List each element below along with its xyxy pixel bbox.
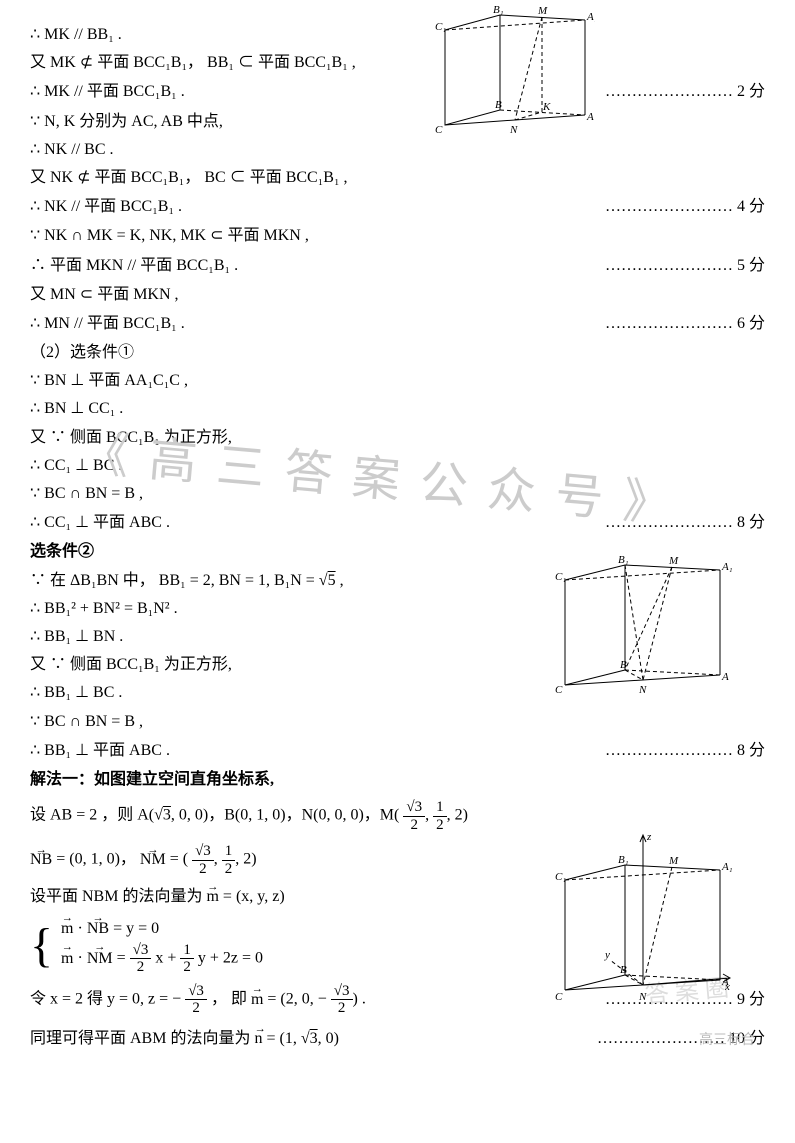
- score-mark: …………………… 8 分: [595, 737, 765, 764]
- step-line: ∴ 平面 MKN // 平面 BCC₁B₁ .: [30, 252, 238, 279]
- score-mark: …………………… 2 分: [595, 78, 765, 105]
- method-heading: 解法一：如图建立空间直角坐标系,: [30, 766, 765, 793]
- score-mark: …………………… 4 分: [595, 193, 765, 220]
- fig1-C1: C₁: [435, 21, 446, 33]
- fig3-M: M: [668, 855, 679, 867]
- fig1-N: N: [509, 124, 518, 136]
- step-line: ∵ BC ∩ BN = B ,: [30, 708, 765, 735]
- fig2-C1: C₁: [555, 571, 566, 583]
- fig1-A: A: [586, 111, 594, 123]
- fig1-B1: B₁: [493, 5, 504, 16]
- step-line: ∴ CC₁ ⊥ BC .: [30, 452, 765, 479]
- fig2-N: N: [638, 684, 647, 696]
- step-line: ∴ BB₁ ⊥ 平面 ABC .: [30, 737, 170, 764]
- fig3-A1: A₁: [721, 861, 733, 873]
- fig1-A1: A₁: [586, 11, 595, 23]
- fig2-B: B: [620, 659, 627, 671]
- fig3-z: z: [646, 831, 652, 843]
- step-line: 又 MK ⊄ 平面 BCC₁B₁， BB₁ ⊂ 平面 BCC₁B₁ ,: [30, 49, 765, 76]
- fig3-B: B: [620, 964, 627, 976]
- fig1-K: K: [542, 101, 551, 113]
- step-line: ∴ NK // BC .: [30, 136, 765, 163]
- fig2-M: M: [668, 555, 679, 567]
- fig3-y: y: [604, 949, 610, 961]
- step-line: ∴ BN ⊥ CC₁ .: [30, 395, 765, 422]
- figure-prism-3: C₁ B₁ A₁ M C B A N z x y: [555, 830, 735, 1010]
- condition-heading: （2）选条件①: [30, 339, 765, 366]
- step-line: ∴ MK // BB₁ .: [30, 21, 765, 48]
- step-line: ∴ NK // 平面 BCC₁B₁ .: [30, 193, 182, 220]
- step-line: 令 x = 2 得 y = 0, z = − √32 ， 即 m = (2, 0…: [30, 983, 366, 1017]
- fig2-A1: A₁: [721, 561, 733, 573]
- fig2-A: A: [721, 671, 729, 683]
- fig1-M: M: [537, 5, 548, 17]
- step-line: ∴ CC₁ ⊥ 平面 ABC .: [30, 509, 170, 536]
- fig3-N: N: [638, 991, 647, 1003]
- score-mark: …………………… 10 分: [587, 1025, 765, 1052]
- step-line: 又 ∵ 侧面 BCC₁B₁ 为正方形,: [30, 424, 765, 451]
- step-line: 设 AB = 2 ，则 A(√3, 0, 0)，B(0, 1, 0)，N(0, …: [30, 799, 765, 833]
- fig2-C: C: [555, 684, 563, 696]
- step-line: ∵ NK ∩ MK = K, NK, MK ⊂ 平面 MKN ,: [30, 222, 765, 249]
- figure-prism-1: C₁ B₁ A₁ M C B A N K: [435, 5, 595, 145]
- step-line: ∵ BC ∩ BN = B ,: [30, 480, 765, 507]
- figure-prism-2: C₁ B₁ A₁ M C B A N: [555, 555, 735, 705]
- step-line: 又 MN ⊂ 平面 MKN ,: [30, 281, 765, 308]
- score-mark: …………………… 8 分: [595, 509, 765, 536]
- step-line: ∴ MK // 平面 BCC₁B₁ .: [30, 78, 185, 105]
- score-mark: …………………… 6 分: [595, 310, 765, 337]
- step-line: ∴ MN // 平面 BCC₁B₁ .: [30, 310, 185, 337]
- step-line: 同理可得平面 ABM 的法向量为 n = (1, √3, 0): [30, 1025, 339, 1052]
- step-line: ∵ N, K 分别为 AC, AB 中点,: [30, 108, 765, 135]
- step-line: ∵ BN ⊥ 平面 AA₁C₁C ,: [30, 367, 765, 394]
- step-line: 又 NK ⊄ 平面 BCC₁B₁， BC ⊂ 平面 BCC₁B₁ ,: [30, 164, 765, 191]
- fig1-B: B: [495, 99, 502, 111]
- fig1-C: C: [435, 124, 443, 136]
- fig2-B1: B₁: [618, 555, 629, 566]
- fig3-x: x: [724, 981, 730, 993]
- score-mark: …………………… 5 分: [595, 252, 765, 279]
- fig3-C: C: [555, 991, 563, 1003]
- fig3-B1: B₁: [618, 854, 629, 866]
- fig3-C1: C₁: [555, 871, 566, 883]
